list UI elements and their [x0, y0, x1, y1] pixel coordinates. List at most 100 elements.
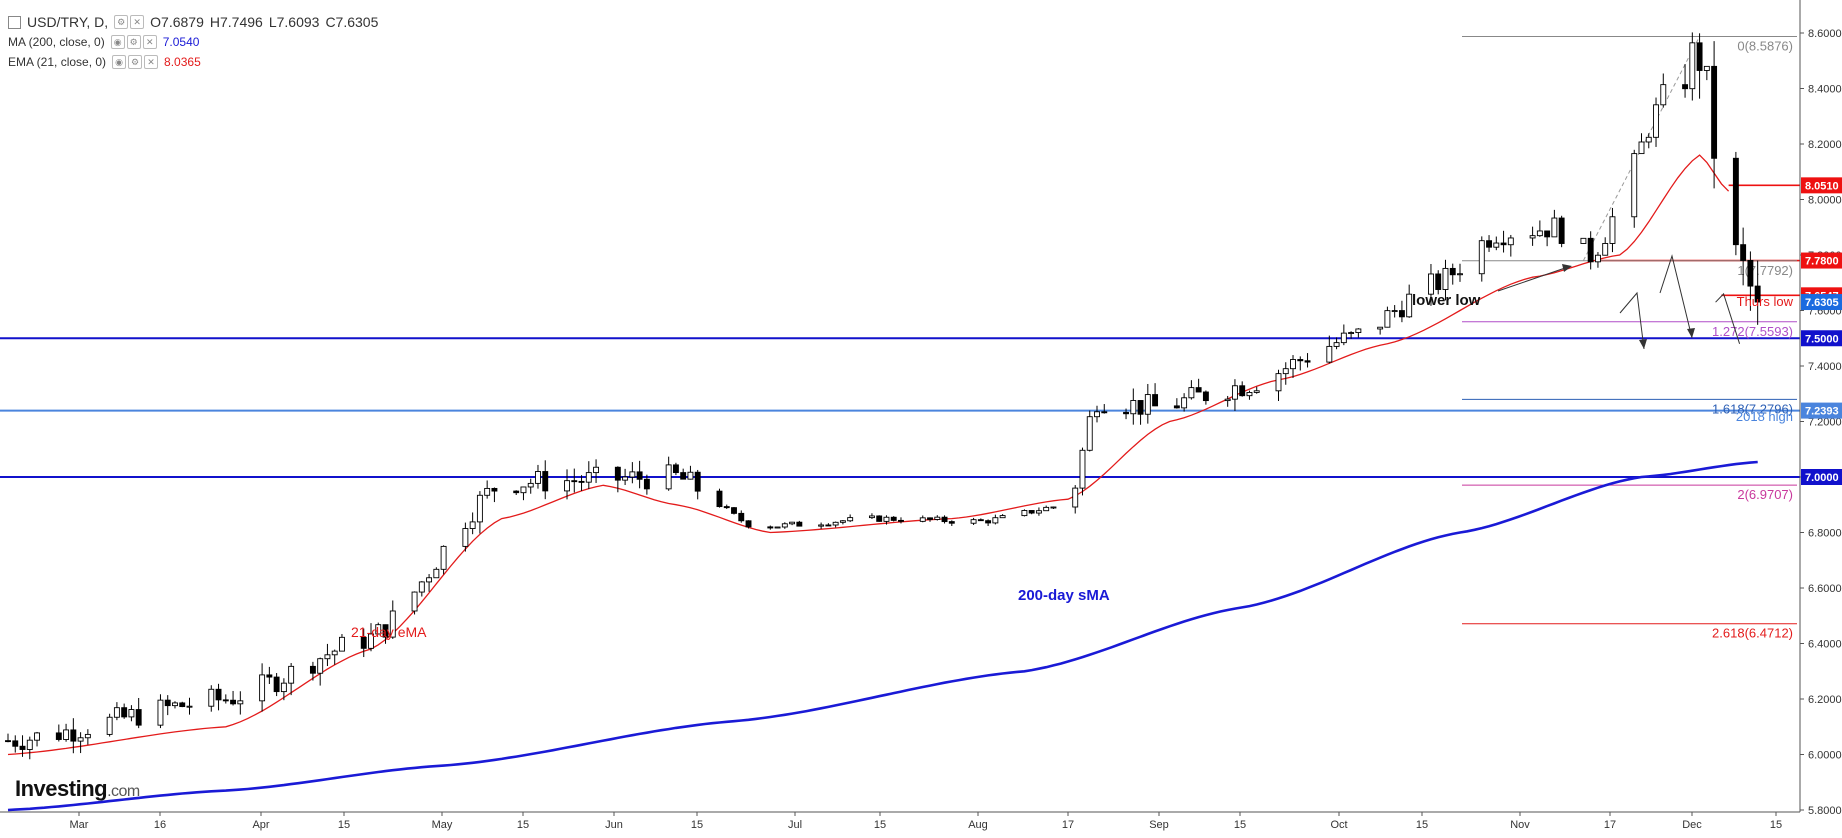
candle: [513, 490, 520, 496]
candle: [1035, 507, 1042, 516]
y-tick-label: 7.4000: [1808, 361, 1842, 373]
candle: [1326, 335, 1333, 364]
price-badge-label: 7.0000: [1805, 472, 1839, 484]
candle: [259, 663, 266, 712]
candle-body: [237, 700, 244, 705]
candle-body: [1231, 385, 1238, 400]
candle: [1282, 362, 1289, 385]
candle: [665, 456, 672, 491]
candle: [1529, 226, 1536, 246]
candle-body: [1500, 242, 1507, 246]
candle-body: [324, 654, 331, 660]
candle: [1660, 73, 1667, 108]
candle-body: [1028, 510, 1035, 514]
candle-body: [520, 486, 527, 494]
candle: [1428, 263, 1434, 306]
x-tick-label: 15: [874, 819, 886, 831]
y-tick-label: 6.8000: [1808, 528, 1842, 540]
eye-icon[interactable]: ◉: [112, 55, 127, 69]
price-badge-label: 7.2393: [1805, 406, 1839, 418]
candle-body: [426, 577, 433, 583]
candle-body: [1507, 237, 1514, 246]
candle-body: [19, 745, 26, 750]
candle: [1398, 300, 1405, 323]
candle-body: [1711, 65, 1718, 159]
price-axis: 5.8000 6.0000 6.2000 6.4000 6.6000 6.8000 7.00…: [1799, 0, 1842, 817]
candle-body: [818, 524, 825, 527]
candle-body: [1239, 385, 1246, 397]
collapse-icon[interactable]: [8, 15, 21, 29]
settings-icon[interactable]: ⚙: [126, 35, 141, 49]
candle-body: [1689, 42, 1696, 90]
candle: [462, 522, 469, 552]
candle-body: [1747, 259, 1754, 287]
candle-body: [179, 702, 186, 708]
candle-body: [745, 520, 752, 528]
candle-body: [476, 494, 483, 523]
candle: [1435, 270, 1442, 295]
candle-body: [1536, 230, 1543, 237]
candle: [1224, 395, 1231, 407]
x-tick-label: 15: [338, 819, 350, 831]
candle: [266, 666, 273, 684]
candle: [767, 525, 774, 530]
candle: [113, 702, 120, 721]
candle: [1355, 328, 1362, 338]
candle: [1195, 378, 1202, 393]
candle-body: [1551, 217, 1558, 238]
candle-body: [259, 674, 266, 702]
candle: [1594, 252, 1601, 268]
settings-icon[interactable]: ⚙: [114, 15, 129, 29]
candle-body: [868, 515, 875, 519]
candle: [941, 515, 948, 524]
candle-body: [288, 665, 295, 684]
candle: [164, 695, 171, 716]
candle: [1732, 151, 1739, 256]
candles: [5, 32, 1761, 760]
close-icon[interactable]: ✕: [144, 55, 159, 69]
candle: [992, 514, 999, 525]
candle-body: [1587, 237, 1594, 263]
candle: [1239, 381, 1246, 397]
candle: [1290, 355, 1296, 378]
candle-body: [1486, 240, 1492, 248]
candle: [890, 516, 897, 522]
candle: [491, 487, 498, 503]
ema-label: EMA (21, close, 0): [8, 55, 107, 69]
candle: [230, 690, 237, 706]
candle-body: [1682, 84, 1689, 90]
price-badge-bg: [1801, 294, 1842, 311]
candle-body: [1594, 254, 1601, 263]
eye-icon[interactable]: ◉: [110, 35, 125, 49]
candle: [1144, 383, 1151, 424]
ema21-line: [7, 154, 1730, 756]
price-badge: 7.0000: [1801, 469, 1842, 485]
candle: [1551, 209, 1558, 238]
ema-value: 8.0365: [164, 55, 201, 69]
candle: [1631, 149, 1638, 228]
candle: [222, 694, 229, 704]
candle-body: [63, 729, 70, 740]
candle: [731, 507, 737, 515]
legend-symbol-row: USD/TRY, D, ⚙ ✕ O7.6879 H7.7496 L7.6093 C…: [8, 12, 378, 32]
candle: [948, 520, 955, 526]
close-icon[interactable]: ✕: [142, 35, 157, 49]
candle: [1028, 510, 1035, 515]
price-badge: 7.2393: [1801, 402, 1842, 419]
candle-body: [1602, 243, 1609, 256]
candle: [564, 469, 570, 500]
price-badge: 7.5000: [1801, 330, 1842, 347]
logo-main: Investing: [15, 776, 108, 801]
candle: [273, 673, 280, 697]
settings-icon[interactable]: ⚙: [128, 55, 143, 69]
candle-body: [585, 472, 592, 483]
candle: [309, 661, 316, 681]
candle: [1442, 259, 1449, 301]
symbol-label: USD/TRY, D,: [27, 14, 109, 30]
candle: [825, 523, 832, 527]
close-icon[interactable]: ✕: [130, 15, 145, 29]
low-value: L7.6093: [268, 14, 320, 30]
candle: [789, 521, 796, 526]
